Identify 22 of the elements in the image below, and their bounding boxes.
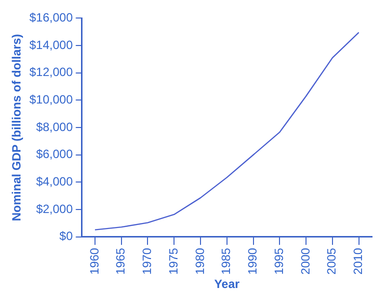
y-tick-label: $12,000 — [29, 65, 74, 80]
y-tick-label: $10,000 — [29, 92, 74, 107]
y-tick-label: $2,000 — [36, 202, 74, 216]
x-axis-title: Year — [214, 277, 240, 292]
x-tick-label: 1965 — [114, 248, 128, 275]
y-tick-label: $6,000 — [36, 147, 74, 162]
y-tick-label: $4,000 — [36, 174, 74, 189]
y-tick-label: $16,000 — [29, 10, 74, 25]
y-tick-label: $8,000 — [36, 120, 74, 134]
x-tick-label: 2010 — [351, 248, 366, 275]
x-tick-label: 2000 — [298, 248, 312, 275]
y-tick-label: $0 — [59, 229, 74, 244]
x-tick-label: 1960 — [87, 248, 102, 275]
y-tick-label: $14,000 — [29, 38, 74, 52]
x-tick-label: 1990 — [246, 248, 260, 275]
x-tick-label: 1970 — [140, 248, 154, 275]
x-tick-label: 1985 — [219, 248, 234, 275]
x-tick-label: 1975 — [166, 248, 180, 275]
x-tick-label: 2005 — [324, 248, 339, 275]
y-axis-title: Nominal GDP (billions of dollars) — [10, 34, 24, 222]
x-tick-label: 1980 — [192, 248, 207, 275]
x-tick-label: 1995 — [272, 248, 286, 275]
